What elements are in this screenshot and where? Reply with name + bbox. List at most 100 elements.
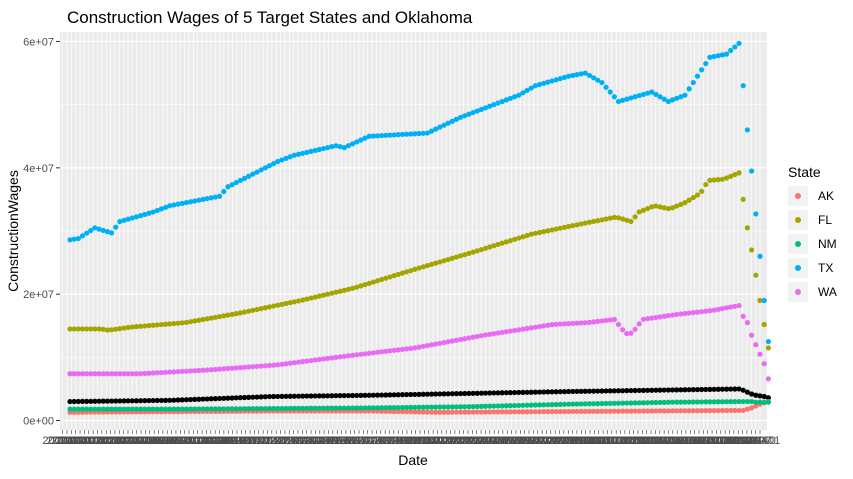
data-point-tx xyxy=(279,157,285,163)
x-tick-label: 2031-07 xyxy=(592,435,632,447)
data-point-ak xyxy=(665,408,671,414)
data-point-tx xyxy=(266,163,273,169)
data-point-ok xyxy=(433,391,439,397)
data-point-tx xyxy=(387,132,393,138)
data-point-nm xyxy=(304,405,310,411)
data-point-ak xyxy=(536,409,543,415)
data-point-ak xyxy=(703,408,709,414)
data-point-nm xyxy=(512,402,518,409)
x-tick-label: 2002-10 xyxy=(90,435,130,447)
data-point-ak xyxy=(561,408,568,415)
data-point-nm xyxy=(682,399,688,405)
data-point-ok xyxy=(644,387,651,393)
data-point-wa xyxy=(337,354,343,360)
data-point-ak xyxy=(445,409,451,415)
data-point-ok xyxy=(75,398,81,405)
data-point-wa xyxy=(204,367,210,373)
data-point-nm xyxy=(487,403,493,409)
data-point-nm xyxy=(524,402,530,408)
data-point-ok xyxy=(212,396,219,402)
data-point-ak xyxy=(491,409,497,415)
data-point-ok xyxy=(740,387,746,393)
y-axis: 0e+00 2e+07 4e+07 6e+07 xyxy=(23,36,60,428)
x-tick-label: 2025-07 xyxy=(487,435,527,447)
data-point-fl xyxy=(437,259,443,265)
data-point-nm xyxy=(250,406,256,412)
data-point-fl xyxy=(312,294,318,300)
data-point-ok xyxy=(329,393,335,399)
x-tick-label: 2018-04 xyxy=(361,435,401,447)
data-point-nm xyxy=(154,406,160,412)
data-point-nm xyxy=(694,399,701,405)
x-tick-label: 2010-04 xyxy=(221,435,261,447)
data-point-ok xyxy=(138,398,144,404)
data-point-wa xyxy=(466,335,472,341)
data-point-tx xyxy=(271,161,277,167)
data-point-nm xyxy=(640,400,647,406)
x-tick-label: 2023-10 xyxy=(457,435,497,447)
data-point-ak xyxy=(383,408,389,414)
data-point-wa xyxy=(561,321,568,327)
data-point-tx xyxy=(458,114,464,120)
x-tick-label: 2004-10 xyxy=(125,435,165,447)
data-point-ak xyxy=(441,409,447,415)
data-point-tx xyxy=(146,210,152,216)
data-point-nm xyxy=(503,403,509,409)
data-point-fl xyxy=(620,216,626,222)
data-point-fl xyxy=(732,171,738,178)
data-point-fl xyxy=(711,177,717,183)
data-point-ak xyxy=(412,409,418,415)
data-point-ak xyxy=(470,409,476,415)
data-point-tx xyxy=(275,158,281,165)
data-point-nm xyxy=(254,406,260,412)
data-point-fl xyxy=(391,273,397,279)
data-point-tx xyxy=(674,95,680,101)
data-point-fl xyxy=(225,312,231,318)
data-point-ok xyxy=(711,386,717,392)
data-point-tx xyxy=(337,144,343,150)
data-point-wa xyxy=(462,336,468,342)
data-point-ok xyxy=(216,395,223,402)
data-point-ak xyxy=(649,408,655,414)
data-point-tx xyxy=(333,143,339,149)
x-tick-label: 2039-01 xyxy=(722,435,762,447)
data-point-tx xyxy=(732,44,738,50)
data-point-wa xyxy=(711,307,717,313)
data-point-tx xyxy=(553,77,559,83)
data-point-ok xyxy=(416,391,422,397)
data-point-ak xyxy=(545,409,551,415)
data-point-fl xyxy=(354,284,360,290)
data-point-ok xyxy=(590,388,597,394)
data-point-fl xyxy=(349,285,356,291)
data-point-nm xyxy=(615,400,622,406)
data-point-ak xyxy=(482,409,489,415)
data-point-nm xyxy=(586,401,593,407)
data-point-ok xyxy=(445,391,451,397)
data-point-ok xyxy=(362,392,368,398)
data-point-ok xyxy=(474,390,480,396)
data-point-fl xyxy=(532,230,538,236)
data-point-wa xyxy=(541,323,547,329)
data-point-tx xyxy=(441,122,447,128)
data-point-wa xyxy=(478,333,484,339)
x-tick-label: 2038-04 xyxy=(709,435,749,447)
data-point-tx xyxy=(620,97,626,103)
data-point-nm xyxy=(528,402,534,408)
data-point-fl xyxy=(499,240,505,246)
data-point-nm xyxy=(458,404,464,410)
data-point-ok xyxy=(254,394,260,400)
data-point-wa xyxy=(744,320,751,326)
x-tick-label: 2010-10 xyxy=(230,435,270,447)
data-point-tx xyxy=(379,132,385,139)
x-tick-label: 2018-07 xyxy=(365,435,405,447)
data-point-nm xyxy=(674,399,680,405)
data-point-wa xyxy=(453,337,460,343)
data-point-ok xyxy=(441,391,447,397)
data-point-wa xyxy=(644,316,651,322)
data-point-fl xyxy=(258,306,264,312)
data-point-fl xyxy=(179,320,185,326)
data-point-ak xyxy=(570,408,576,415)
data-point-fl xyxy=(740,196,746,203)
data-point-nm xyxy=(574,401,580,407)
data-point-ak xyxy=(503,409,509,415)
